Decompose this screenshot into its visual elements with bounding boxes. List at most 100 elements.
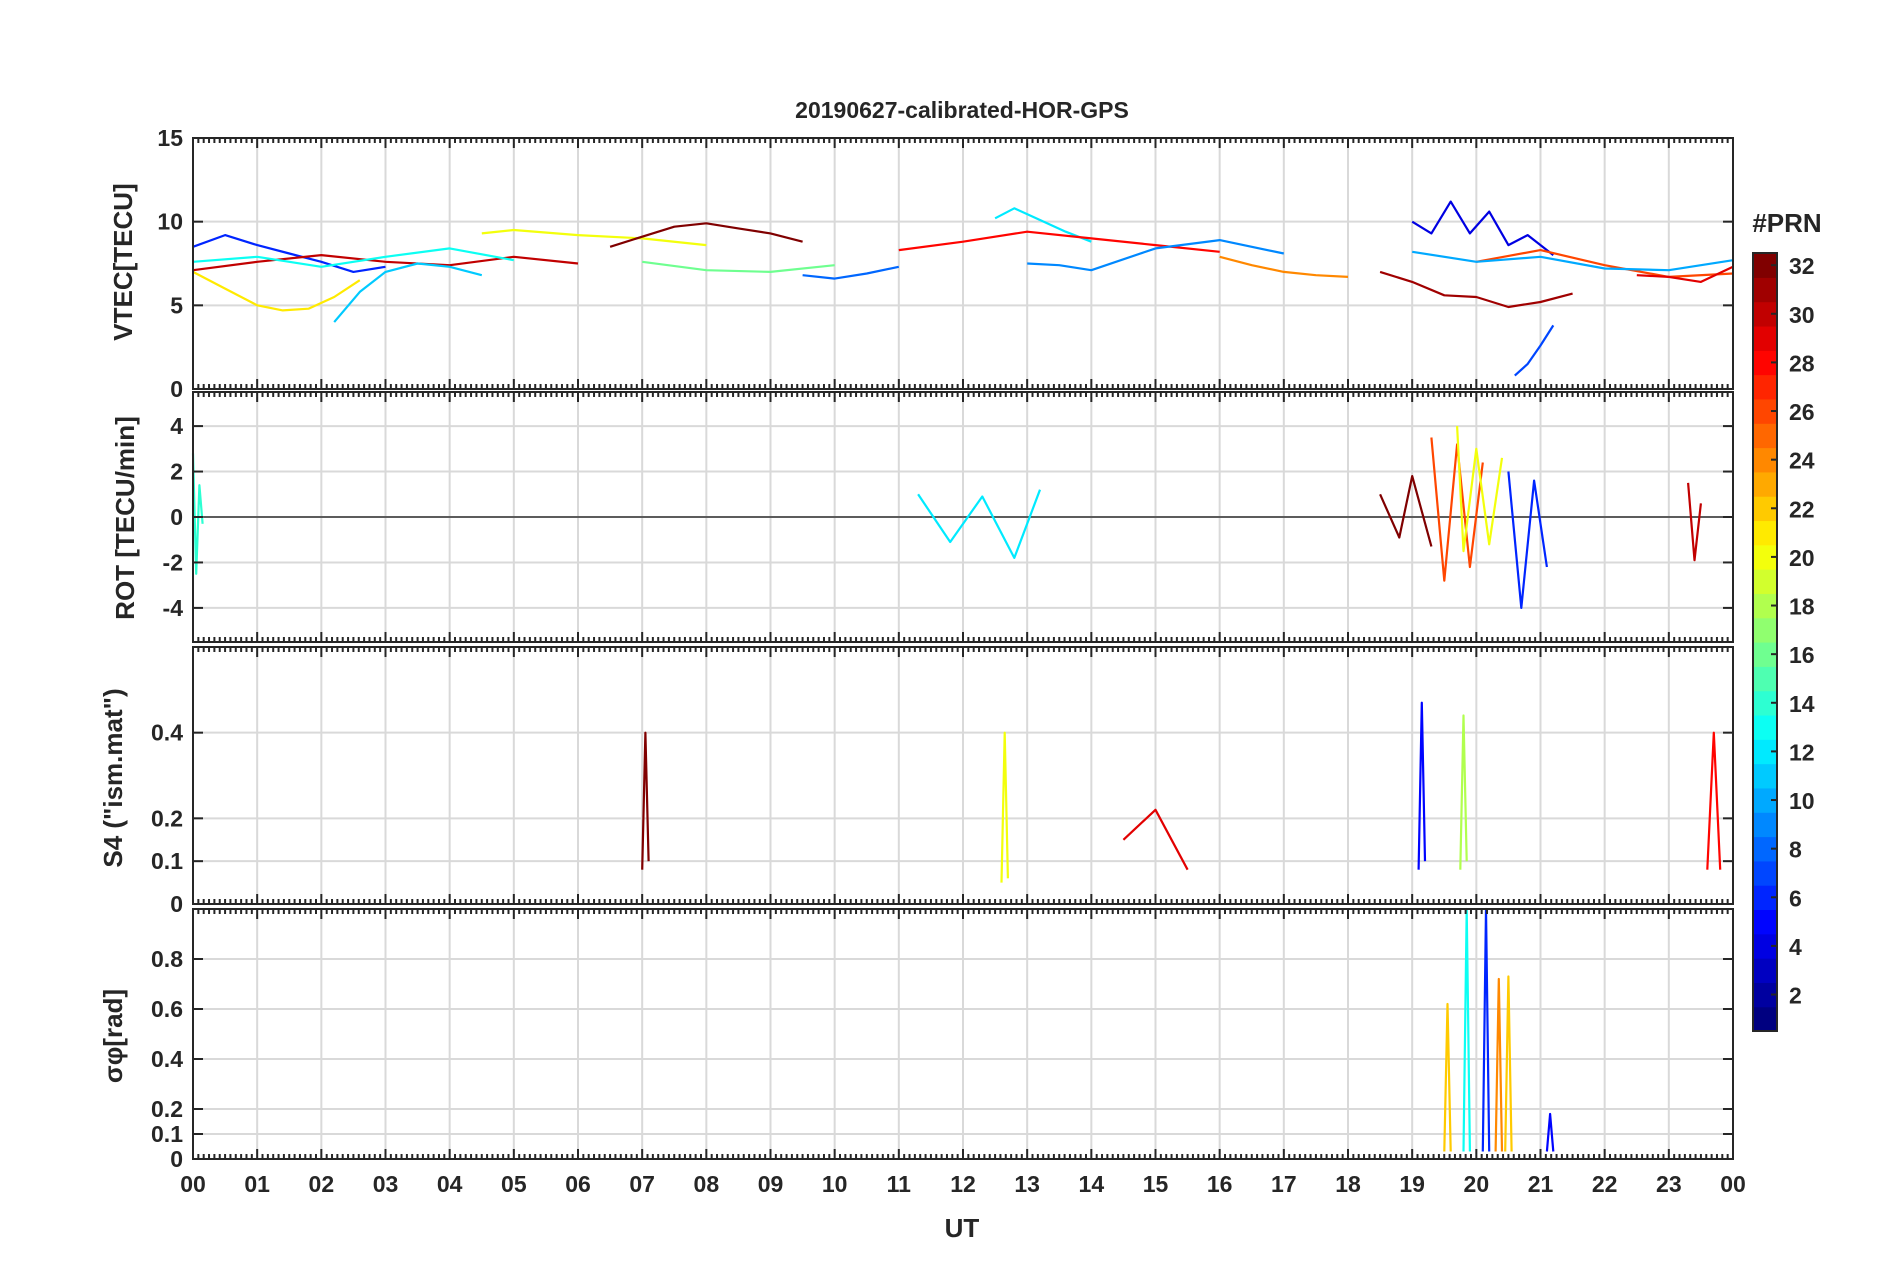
series-group-vtec (192, 200, 1734, 377)
x-tick-label: 22 (1592, 1171, 1618, 1197)
x-ticks-vtec (192, 138, 1734, 389)
series-group-rot (191, 426, 1702, 610)
colorbar-tick-label: 20 (1789, 545, 1815, 571)
x-tick-label: 12 (950, 1171, 976, 1197)
colorbar-band (1753, 812, 1777, 838)
series-prn-14 (191, 453, 204, 575)
colorbar-tick-label: 22 (1789, 496, 1815, 522)
x-tick-label: 10 (822, 1171, 848, 1197)
colorbar-band (1753, 569, 1777, 594)
series-prn-5 (1417, 701, 1427, 870)
colorbar-tick-label: 14 (1789, 691, 1815, 717)
colorbar-tick-label: 26 (1789, 399, 1815, 425)
y-tick-label: 0 (170, 376, 183, 402)
x-tick-label: 03 (373, 1171, 399, 1197)
series-prn-4 (1411, 200, 1554, 256)
x-tick-label: 20 (1464, 1171, 1490, 1197)
y-tick-label: 5 (170, 292, 183, 318)
series-prn-24 (1494, 977, 1504, 1152)
colorbar-tick-label: 2 (1789, 983, 1802, 1009)
colorbar-band (1753, 325, 1777, 351)
colorbar-band (1753, 909, 1777, 935)
colorbar-tick-label: 10 (1789, 788, 1815, 814)
x-tick-label: 00 (1720, 1171, 1746, 1197)
colorbar-tick-label: 12 (1789, 739, 1815, 765)
y-tick-label: 0.4 (151, 720, 183, 746)
y-tick-label: 0.1 (151, 1121, 183, 1147)
colorbar-band (1753, 958, 1777, 983)
x-tick-label: 13 (1014, 1171, 1040, 1197)
grid-s4 (193, 647, 1733, 904)
series-prn-21 (192, 270, 361, 312)
series-prn-6 (192, 234, 386, 273)
series-prn-10 (1412, 250, 1734, 272)
series-prn-20 (481, 228, 707, 247)
colorbar-tick-label: 30 (1789, 302, 1815, 328)
x-tick-label: 14 (1079, 1171, 1105, 1197)
x-tick-label: 21 (1528, 1171, 1554, 1197)
y-tick-label: 2 (170, 459, 183, 485)
colorbar-tick-label: 6 (1789, 885, 1802, 911)
series-prn-8 (802, 265, 900, 280)
series-prn-22 (1443, 1002, 1452, 1152)
colorbar-tick-label: 24 (1789, 448, 1815, 474)
x-ticks-s4 (192, 647, 1734, 904)
x-tick-label: 16 (1207, 1171, 1233, 1197)
colorbar-tick-label: 16 (1789, 642, 1815, 668)
colorbar-frame (1752, 252, 1778, 1032)
series-prn-24 (1219, 255, 1349, 278)
panel-sigma_phi: 00.10.2 0.4 0.6 0.8 σφ[rad] (98, 907, 1734, 1172)
y-tick-label: 0.6 (151, 996, 183, 1022)
y-axis-label-vtec: VTEC[TECU] (108, 183, 138, 340)
grid-sigma_phi (193, 909, 1733, 1159)
grid-vtec (193, 138, 1733, 389)
x-ticks-rot (192, 392, 1734, 642)
y-tick-label: 10 (157, 209, 183, 235)
x-tick-label: 09 (758, 1171, 784, 1197)
series-prn-26 (1476, 249, 1734, 278)
colorbar-tick-label: 18 (1789, 594, 1815, 620)
colorbar-band (1753, 374, 1777, 400)
colorbar-tick-label: 28 (1789, 350, 1815, 376)
colorbar-band (1753, 277, 1777, 303)
y-tick-label: 15 (157, 125, 183, 151)
y-axis-label-rot: ROT [TECU/min] (110, 416, 140, 620)
colorbar-tick-label: 32 (1789, 253, 1815, 279)
series-prn-31 (1379, 270, 1573, 309)
y-tick-label: 0.8 (151, 946, 183, 972)
series-prn-12 (917, 489, 1042, 560)
x-tick-label: 11 (887, 1171, 912, 1197)
colorbar-band (1753, 860, 1777, 886)
colorbar-band (1753, 471, 1777, 497)
colorbar-band (1753, 763, 1777, 789)
y-tick-label: 0.4 (151, 1046, 183, 1072)
x-tick-label: 04 (437, 1171, 463, 1197)
x-tick-label: 05 (501, 1171, 527, 1197)
series-prn-13 (192, 247, 514, 268)
colorbar-band (1753, 714, 1777, 740)
series-prn-20 (1000, 731, 1009, 883)
x-tick-label: 06 (565, 1171, 591, 1197)
colorbar-label: #PRN (1752, 208, 1821, 238)
x-tick-label: 19 (1399, 1171, 1425, 1197)
series-prn-11 (333, 262, 483, 323)
y-tick-label: 0 (170, 504, 183, 530)
y-tick-label: 0 (170, 891, 183, 917)
series-prn-20 (1456, 426, 1504, 553)
colorbar-band (1753, 1006, 1777, 1032)
series-prn-5 (1545, 1112, 1555, 1152)
series-group-s4 (641, 701, 1722, 883)
colorbar-tick-label: 8 (1789, 837, 1802, 863)
colorbar-band (1753, 520, 1777, 546)
panel-s4: 0 0.1 0.2 0.4 S4 ("ism.mat") (98, 646, 1734, 917)
series-prn-16 (642, 260, 835, 273)
x-tick-label: 01 (244, 1171, 270, 1197)
series-prn-29 (1122, 808, 1189, 871)
y-tick-label: 0.2 (151, 1096, 183, 1122)
x-tick-label: 02 (309, 1171, 335, 1197)
x-tick-label: 23 (1656, 1171, 1682, 1197)
series-prn-6 (1507, 471, 1548, 610)
x-tick-labels: 00 01 02 03 04 05 06 07 08 09 10 11 12 13 14 15 16 17 18 19… (180, 1171, 1746, 1197)
